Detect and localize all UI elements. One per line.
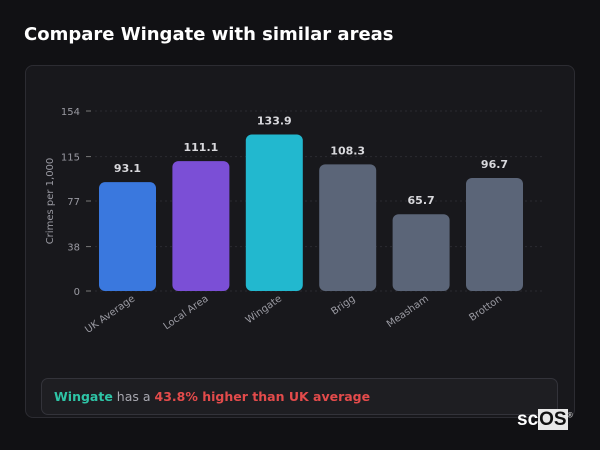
data-label: 111.1 xyxy=(184,141,219,154)
y-tick-label: 77 xyxy=(67,197,80,208)
y-tick-label: 0 xyxy=(74,287,80,298)
x-tick-label: Measham xyxy=(385,293,431,330)
summary-area: Wingate xyxy=(54,389,113,404)
data-label: 93.1 xyxy=(114,162,141,175)
data-label: 65.7 xyxy=(408,194,435,207)
y-tick-label: 38 xyxy=(67,243,80,254)
x-tick-label: Local Area xyxy=(162,293,211,332)
y-tick-label: 115 xyxy=(61,153,80,164)
scos-logo: scOS® xyxy=(517,409,573,430)
page-title: Compare Wingate with similar areas xyxy=(24,24,394,45)
bar[interactable] xyxy=(99,182,156,291)
bar[interactable] xyxy=(172,161,230,291)
y-axis-label: Crimes per 1,000 xyxy=(45,158,56,245)
data-label: 96.7 xyxy=(481,158,508,171)
data-label: 133.9 xyxy=(257,114,292,127)
y-tick-label: 154 xyxy=(61,107,80,118)
summary-box: Wingate has a 43.8% higher than UK avera… xyxy=(41,378,558,415)
bar[interactable] xyxy=(245,134,303,291)
x-tick-label: Wingate xyxy=(244,293,284,326)
bar[interactable] xyxy=(319,164,377,291)
bar[interactable] xyxy=(466,177,523,291)
x-tick-label: Brotton xyxy=(467,293,504,323)
bar[interactable] xyxy=(392,214,450,291)
summary-middle: has a xyxy=(116,389,151,404)
x-tick-label: Brigg xyxy=(329,293,357,317)
summary-comparison: 43.8% higher than UK average xyxy=(154,389,371,404)
x-tick-label: UK Average xyxy=(83,293,137,335)
data-label: 108.3 xyxy=(330,144,365,157)
